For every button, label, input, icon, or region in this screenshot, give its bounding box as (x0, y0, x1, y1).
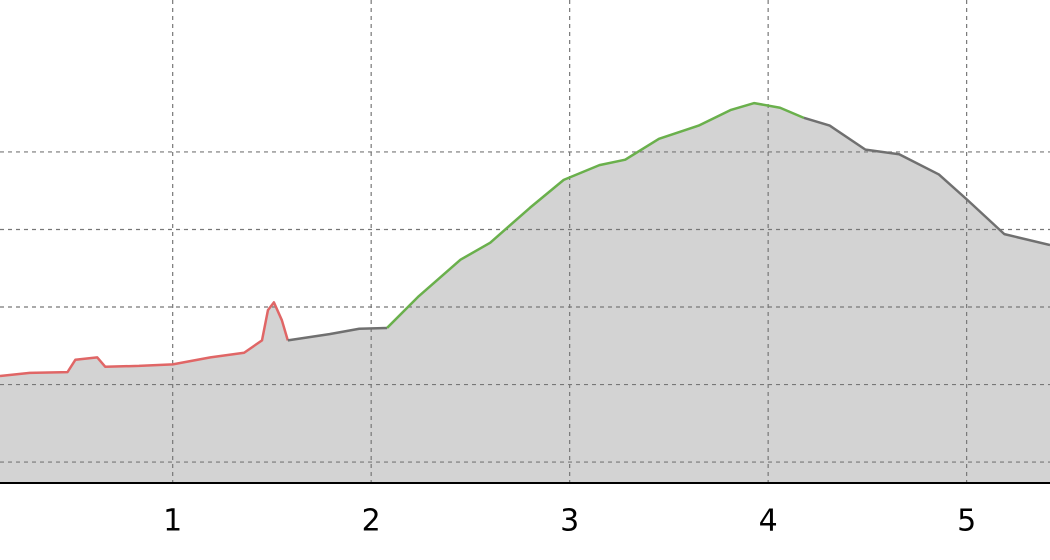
x-tick-label: 2 (362, 504, 381, 539)
profile-line (287, 326, 388, 342)
x-tick-label: 3 (560, 504, 579, 539)
x-tick-label: 5 (957, 504, 976, 539)
profile-line (803, 116, 1050, 247)
area-fill (0, 103, 1050, 483)
profile-line (386, 101, 805, 329)
x-tick-label: 4 (759, 504, 778, 539)
profile-line (0, 301, 290, 378)
x-tick-label: 1 (163, 504, 182, 539)
